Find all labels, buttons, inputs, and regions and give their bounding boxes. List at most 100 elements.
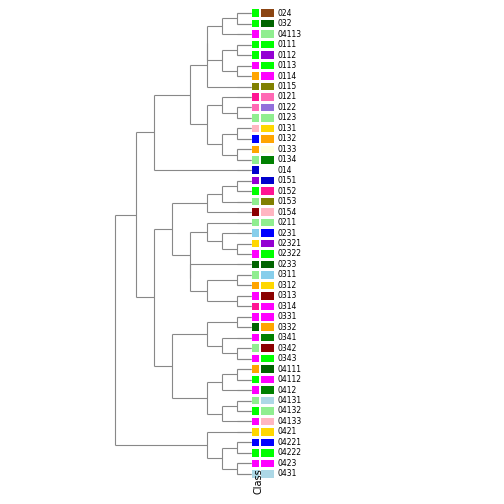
Bar	[261, 20, 274, 27]
Text: 0312: 0312	[277, 281, 296, 290]
Bar	[252, 407, 259, 415]
Bar	[252, 219, 259, 226]
Bar	[252, 438, 259, 446]
Bar	[261, 355, 274, 362]
Text: 024: 024	[277, 9, 291, 18]
Bar	[252, 282, 259, 289]
Bar	[252, 386, 259, 394]
Bar	[252, 302, 259, 310]
Text: 04112: 04112	[277, 375, 301, 384]
Bar	[252, 208, 259, 216]
Bar	[252, 62, 259, 70]
Text: 04133: 04133	[277, 417, 301, 426]
Bar	[261, 386, 274, 394]
Bar	[252, 397, 259, 404]
Text: 0313: 0313	[277, 291, 296, 300]
Text: 0112: 0112	[277, 50, 296, 59]
Text: Class: Class	[253, 468, 263, 494]
Bar	[261, 208, 274, 216]
Text: 0431: 0431	[277, 469, 296, 478]
Bar	[252, 324, 259, 331]
Text: 0331: 0331	[277, 312, 296, 321]
Bar	[261, 93, 274, 101]
Bar	[252, 114, 259, 121]
Text: 0122: 0122	[277, 103, 296, 112]
Bar	[261, 62, 274, 70]
Bar	[252, 292, 259, 299]
Bar	[252, 428, 259, 435]
Bar	[261, 449, 274, 457]
Bar	[261, 229, 274, 237]
Bar	[252, 41, 259, 48]
Text: 04222: 04222	[277, 449, 301, 457]
Text: 0342: 0342	[277, 344, 296, 353]
Bar	[261, 397, 274, 404]
Bar	[261, 177, 274, 184]
Bar	[261, 250, 274, 258]
Bar	[261, 83, 274, 90]
Bar	[252, 83, 259, 90]
Bar	[252, 104, 259, 111]
Bar	[252, 470, 259, 477]
Text: 04113: 04113	[277, 30, 301, 39]
Bar	[261, 344, 274, 352]
Bar	[261, 302, 274, 310]
Bar	[261, 156, 274, 163]
Text: 04111: 04111	[277, 364, 301, 373]
Bar	[261, 376, 274, 384]
Text: 04131: 04131	[277, 396, 301, 405]
Bar	[261, 407, 274, 415]
Bar	[252, 124, 259, 132]
Bar	[252, 10, 259, 17]
Text: 04221: 04221	[277, 438, 301, 447]
Text: 0423: 0423	[277, 459, 296, 468]
Text: 0123: 0123	[277, 113, 296, 122]
Text: 0151: 0151	[277, 176, 296, 185]
Text: 0211: 0211	[277, 218, 296, 227]
Bar	[261, 146, 274, 153]
Bar	[261, 261, 274, 268]
Bar	[261, 30, 274, 38]
Bar	[261, 418, 274, 425]
Text: 014: 014	[277, 166, 291, 175]
Bar	[252, 72, 259, 80]
Bar	[252, 376, 259, 384]
Bar	[261, 470, 274, 477]
Bar	[252, 418, 259, 425]
Bar	[261, 114, 274, 121]
Bar	[261, 72, 274, 80]
Bar	[252, 229, 259, 237]
Text: 0132: 0132	[277, 135, 296, 143]
Bar	[252, 250, 259, 258]
Bar	[252, 261, 259, 268]
Bar	[261, 438, 274, 446]
Text: 0421: 0421	[277, 427, 296, 436]
Text: 02322: 02322	[277, 249, 301, 259]
Bar	[252, 187, 259, 195]
Text: 0332: 0332	[277, 323, 296, 332]
Bar	[261, 313, 274, 321]
Bar	[252, 449, 259, 457]
Text: 0314: 0314	[277, 302, 296, 311]
Bar	[261, 166, 274, 174]
Bar	[252, 156, 259, 163]
Bar	[252, 51, 259, 59]
Bar	[261, 324, 274, 331]
Bar	[261, 219, 274, 226]
Text: 0111: 0111	[277, 40, 296, 49]
Text: 0412: 0412	[277, 386, 296, 395]
Bar	[252, 271, 259, 279]
Bar	[261, 135, 274, 143]
Bar	[261, 292, 274, 299]
Bar	[252, 93, 259, 101]
Bar	[252, 240, 259, 247]
Text: 0133: 0133	[277, 145, 296, 154]
Bar	[252, 198, 259, 206]
Text: 0115: 0115	[277, 82, 296, 91]
Bar	[252, 30, 259, 38]
Text: 0233: 0233	[277, 260, 296, 269]
Text: 02321: 02321	[277, 239, 301, 248]
Text: 0343: 0343	[277, 354, 296, 363]
Bar	[261, 365, 274, 373]
Bar	[261, 334, 274, 342]
